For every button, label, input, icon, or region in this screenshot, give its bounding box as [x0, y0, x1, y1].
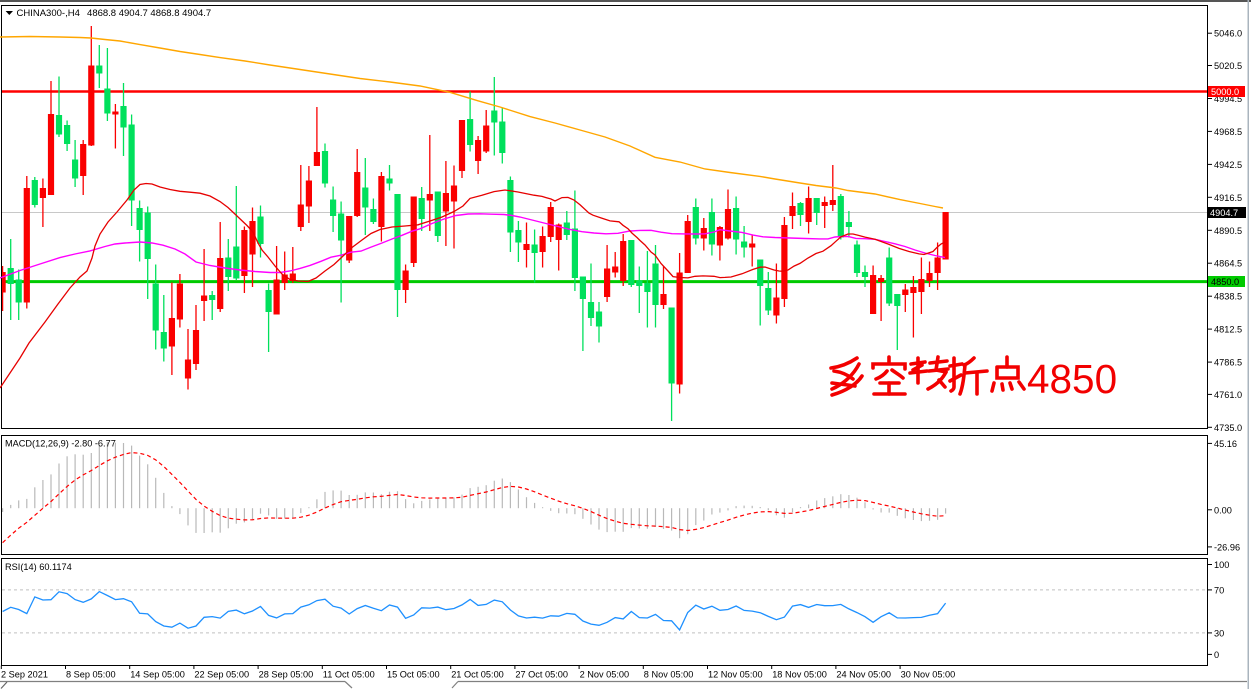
svg-text:4735.0: 4735.0 — [1214, 423, 1242, 433]
svg-text:5000.0: 5000.0 — [1211, 87, 1239, 97]
svg-text:4850.0: 4850.0 — [1211, 277, 1239, 287]
svg-text:4904.7: 4904.7 — [1210, 208, 1238, 218]
svg-text:4864.5: 4864.5 — [1214, 259, 1242, 269]
svg-text:4890.5: 4890.5 — [1214, 226, 1242, 236]
svg-text:4994.5: 4994.5 — [1214, 94, 1242, 104]
svg-text:0: 0 — [1214, 650, 1219, 660]
svg-text:30 Nov 05:00: 30 Nov 05:00 — [901, 670, 956, 680]
svg-text:70: 70 — [1214, 585, 1224, 595]
svg-text:2 Nov 05:00: 2 Nov 05:00 — [580, 670, 630, 680]
svg-text:4786.5: 4786.5 — [1214, 358, 1242, 368]
svg-text:24 Nov 05:00: 24 Nov 05:00 — [836, 670, 891, 680]
svg-text:4968.5: 4968.5 — [1214, 127, 1242, 137]
svg-text:RSI(14) 60.1174: RSI(14) 60.1174 — [5, 562, 72, 572]
svg-text:2 Sep 2021: 2 Sep 2021 — [1, 670, 48, 680]
svg-text:18 Nov 05:00: 18 Nov 05:00 — [772, 670, 827, 680]
svg-text:4838.5: 4838.5 — [1214, 292, 1242, 302]
svg-text:0.00: 0.00 — [1214, 505, 1232, 515]
svg-text:28 Sep 05:00: 28 Sep 05:00 — [259, 670, 314, 680]
svg-text:5020.5: 5020.5 — [1214, 61, 1242, 71]
svg-text:15 Oct 05:00: 15 Oct 05:00 — [387, 670, 440, 680]
svg-text:30: 30 — [1214, 628, 1224, 638]
svg-text:27 Oct 05:00: 27 Oct 05:00 — [515, 670, 568, 680]
svg-text:-26.96: -26.96 — [1214, 542, 1240, 552]
svg-text:45.16: 45.16 — [1214, 439, 1237, 449]
svg-text:4850: 4850 — [1027, 356, 1117, 402]
svg-text:4942.5: 4942.5 — [1214, 160, 1242, 170]
svg-text:4916.5: 4916.5 — [1214, 193, 1242, 203]
svg-text:8 Sep 05:00: 8 Sep 05:00 — [66, 670, 116, 680]
svg-text:21 Oct 05:00: 21 Oct 05:00 — [451, 670, 504, 680]
svg-text:4812.5: 4812.5 — [1214, 325, 1242, 335]
svg-text:11 Oct 05:00: 11 Oct 05:00 — [323, 670, 375, 680]
svg-text:22 Sep 05:00: 22 Sep 05:00 — [194, 670, 249, 680]
svg-text:CHINA300-,H4 4868.8 4904.7 4: CHINA300-,H4 4868.8 4904.7 4868.8 4904.7 — [17, 8, 212, 19]
svg-text:4761.0: 4761.0 — [1214, 390, 1242, 400]
svg-text:5046.0: 5046.0 — [1214, 29, 1242, 39]
svg-text:8 Nov 05:00: 8 Nov 05:00 — [644, 670, 694, 680]
svg-text:MACD(12,26,9) -2.80 -6.77: MACD(12,26,9) -2.80 -6.77 — [5, 439, 116, 449]
svg-text:12 Nov 05:00: 12 Nov 05:00 — [708, 670, 763, 680]
svg-text:14 Sep 05:00: 14 Sep 05:00 — [130, 670, 185, 680]
svg-text:100: 100 — [1214, 560, 1229, 570]
